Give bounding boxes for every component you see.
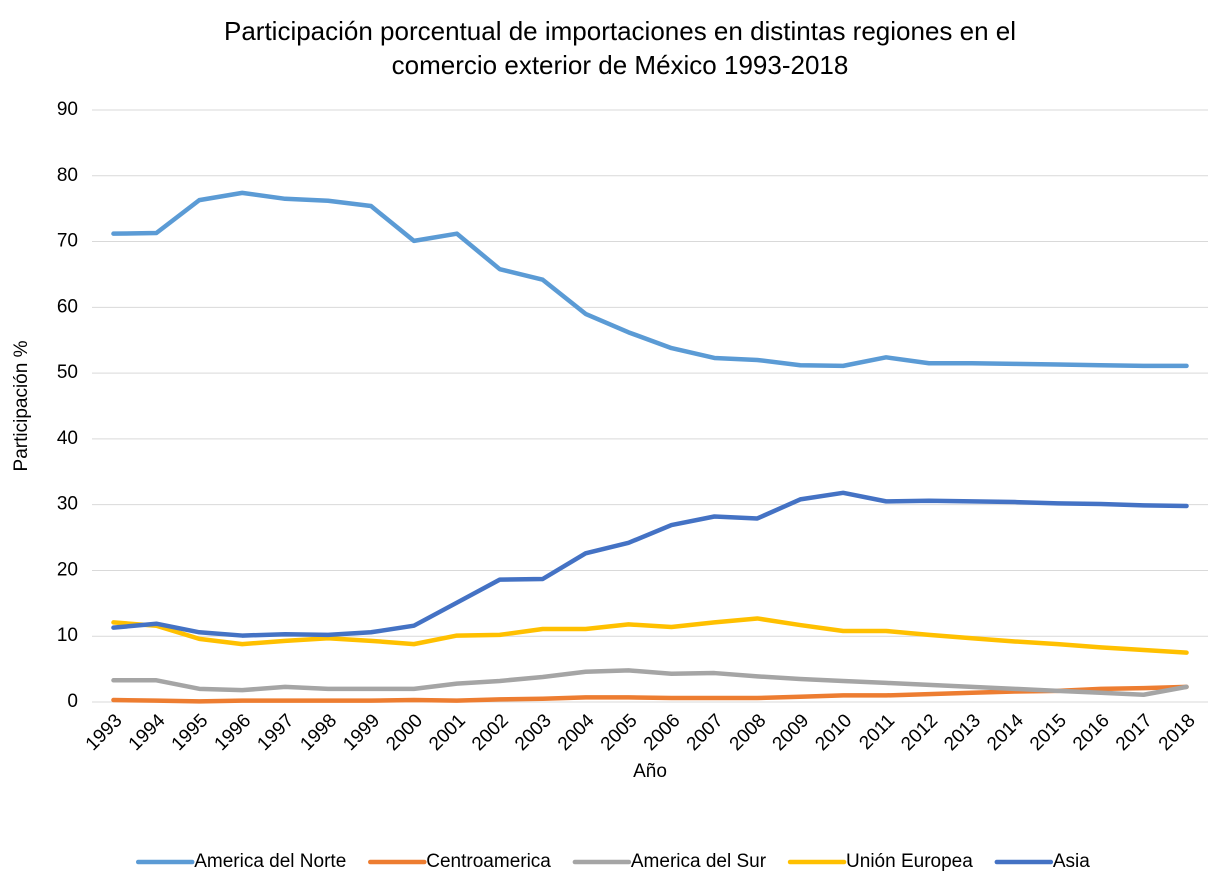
x-tick-label: 2001 xyxy=(425,710,470,755)
y-tick-label: 80 xyxy=(57,165,78,186)
x-tick-label: 2011 xyxy=(855,710,899,754)
x-tick-label: 1995 xyxy=(168,710,213,755)
y-tick-label: 70 xyxy=(57,231,78,252)
y-tick-label: 0 xyxy=(67,691,78,712)
y-tick-label: 20 xyxy=(57,559,78,580)
y-tick-label: 60 xyxy=(57,296,78,317)
x-tick-label: 2007 xyxy=(683,710,728,755)
legend-label: America del Sur xyxy=(631,851,767,872)
x-tick-label: 2012 xyxy=(897,710,942,755)
x-tick-label: 2006 xyxy=(640,710,685,755)
x-tick-label: 2013 xyxy=(940,710,985,755)
line-series xyxy=(111,684,1189,704)
x-tick-label: 2014 xyxy=(983,710,1028,755)
x-tick-label: 2000 xyxy=(382,710,427,755)
y-tick-label: 90 xyxy=(57,99,78,120)
line-series xyxy=(111,668,1189,698)
x-tick-label: 2018 xyxy=(1155,710,1200,755)
y-tick-label: 50 xyxy=(57,362,78,383)
x-axis-title: Año xyxy=(633,761,667,782)
x-tick-label: 2016 xyxy=(1069,710,1114,755)
x-tick-label: 1994 xyxy=(125,710,170,755)
x-tick-label: 1993 xyxy=(82,710,127,755)
legend-label: Centroamerica xyxy=(426,851,551,872)
x-tick-label: 2004 xyxy=(554,710,599,755)
x-tick-label: 2017 xyxy=(1112,710,1157,755)
y-axis-title: Participación % xyxy=(11,340,32,471)
y-tick-label: 10 xyxy=(57,625,78,646)
legend-label: Asia xyxy=(1053,851,1090,872)
x-tick-label: 1996 xyxy=(211,710,256,755)
y-tick-label: 40 xyxy=(57,428,78,449)
x-tick-label: 2002 xyxy=(468,710,513,755)
y-tick-label: 30 xyxy=(57,494,78,515)
x-tick-label: 2015 xyxy=(1026,710,1071,755)
line-series xyxy=(111,616,1189,655)
x-tick-label: 2008 xyxy=(726,710,771,755)
line-series xyxy=(111,190,1189,369)
x-tick-label: 1998 xyxy=(296,710,341,755)
x-tick-label: 2010 xyxy=(811,710,856,755)
x-tick-label: 2003 xyxy=(511,710,556,755)
x-tick-label: 1997 xyxy=(253,710,298,755)
line-series xyxy=(111,490,1189,638)
x-tick-label: 2009 xyxy=(769,710,814,755)
legend-label: America del Norte xyxy=(194,851,346,872)
legend-label: Unión Europea xyxy=(846,851,973,872)
x-tick-label: 2005 xyxy=(597,710,642,755)
chart-title: Participación porcentual de importacione… xyxy=(223,16,1017,80)
x-tick-label: 1999 xyxy=(339,710,384,755)
